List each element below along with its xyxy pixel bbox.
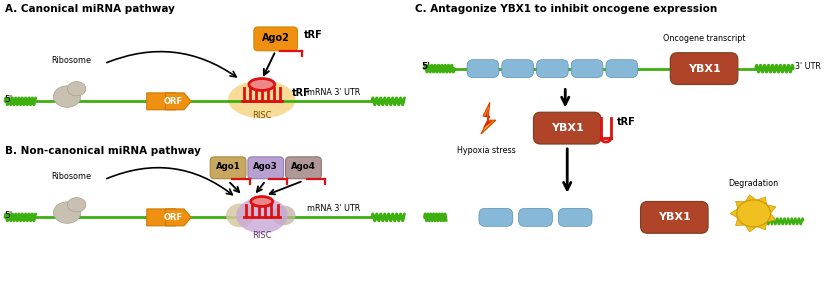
FancyBboxPatch shape — [467, 60, 499, 78]
Ellipse shape — [249, 79, 274, 90]
Ellipse shape — [272, 205, 296, 225]
FancyArrowPatch shape — [106, 51, 236, 77]
Text: Ribosome: Ribosome — [51, 172, 91, 181]
Ellipse shape — [54, 86, 81, 107]
Text: tRF: tRF — [617, 117, 635, 127]
Text: C. Antagonize YBX1 to inhibit oncogene expression: C. Antagonize YBX1 to inhibit oncogene e… — [414, 4, 717, 14]
Polygon shape — [166, 93, 191, 110]
Polygon shape — [756, 222, 766, 230]
Polygon shape — [745, 225, 756, 232]
Text: Oncogene transcript: Oncogene transcript — [662, 34, 746, 43]
Text: ORF: ORF — [164, 213, 183, 222]
Text: Ribosome: Ribosome — [51, 56, 91, 65]
Ellipse shape — [68, 198, 86, 212]
FancyBboxPatch shape — [502, 60, 533, 78]
Text: A. Canonical miRNA pathway: A. Canonical miRNA pathway — [5, 4, 175, 14]
Polygon shape — [147, 93, 186, 110]
Polygon shape — [730, 209, 737, 218]
Text: Ago1: Ago1 — [216, 162, 241, 171]
Text: tRF: tRF — [292, 88, 311, 98]
Text: B. Non-canonical miRNA pathway: B. Non-canonical miRNA pathway — [5, 146, 201, 156]
Polygon shape — [766, 213, 776, 222]
Text: 3' UTR: 3' UTR — [795, 62, 822, 71]
Polygon shape — [483, 108, 493, 128]
Text: tRF: tRF — [303, 30, 322, 40]
FancyBboxPatch shape — [640, 202, 708, 233]
Text: ORF: ORF — [164, 97, 183, 106]
Text: Hypoxia stress: Hypoxia stress — [456, 146, 515, 155]
Polygon shape — [166, 209, 191, 226]
Text: 5': 5' — [4, 211, 12, 220]
Ellipse shape — [250, 196, 273, 206]
FancyBboxPatch shape — [210, 157, 246, 179]
FancyBboxPatch shape — [518, 208, 552, 226]
Text: Ago4: Ago4 — [291, 162, 316, 171]
FancyBboxPatch shape — [606, 60, 638, 78]
Polygon shape — [766, 205, 776, 213]
FancyBboxPatch shape — [536, 60, 569, 78]
Text: Ago3: Ago3 — [254, 162, 279, 171]
Ellipse shape — [68, 82, 86, 96]
FancyBboxPatch shape — [248, 157, 283, 179]
Polygon shape — [736, 201, 745, 209]
Polygon shape — [481, 102, 496, 134]
Polygon shape — [745, 195, 756, 202]
Polygon shape — [147, 209, 186, 226]
FancyArrowPatch shape — [106, 168, 232, 195]
Text: YBX1: YBX1 — [658, 212, 691, 223]
Text: YBX1: YBX1 — [688, 63, 720, 74]
Text: mRNA 3' UTR: mRNA 3' UTR — [307, 204, 361, 213]
FancyBboxPatch shape — [671, 53, 737, 84]
Ellipse shape — [226, 204, 254, 227]
Polygon shape — [736, 218, 745, 226]
Ellipse shape — [236, 198, 288, 233]
Ellipse shape — [228, 81, 296, 118]
Text: Ago2: Ago2 — [262, 33, 289, 43]
Polygon shape — [756, 197, 766, 205]
FancyBboxPatch shape — [479, 208, 513, 226]
Text: RISC: RISC — [252, 231, 272, 240]
Ellipse shape — [54, 202, 81, 223]
FancyBboxPatch shape — [286, 157, 321, 179]
FancyBboxPatch shape — [533, 112, 601, 144]
FancyBboxPatch shape — [559, 208, 592, 226]
Text: 5': 5' — [4, 95, 12, 104]
Text: mRNA 3' UTR: mRNA 3' UTR — [307, 88, 361, 97]
FancyBboxPatch shape — [571, 60, 603, 78]
FancyBboxPatch shape — [254, 27, 297, 51]
Text: RISC: RISC — [252, 111, 272, 120]
Text: YBX1: YBX1 — [551, 123, 583, 133]
Ellipse shape — [737, 200, 770, 227]
Text: 5': 5' — [421, 62, 430, 71]
Text: Degradation: Degradation — [728, 179, 779, 188]
